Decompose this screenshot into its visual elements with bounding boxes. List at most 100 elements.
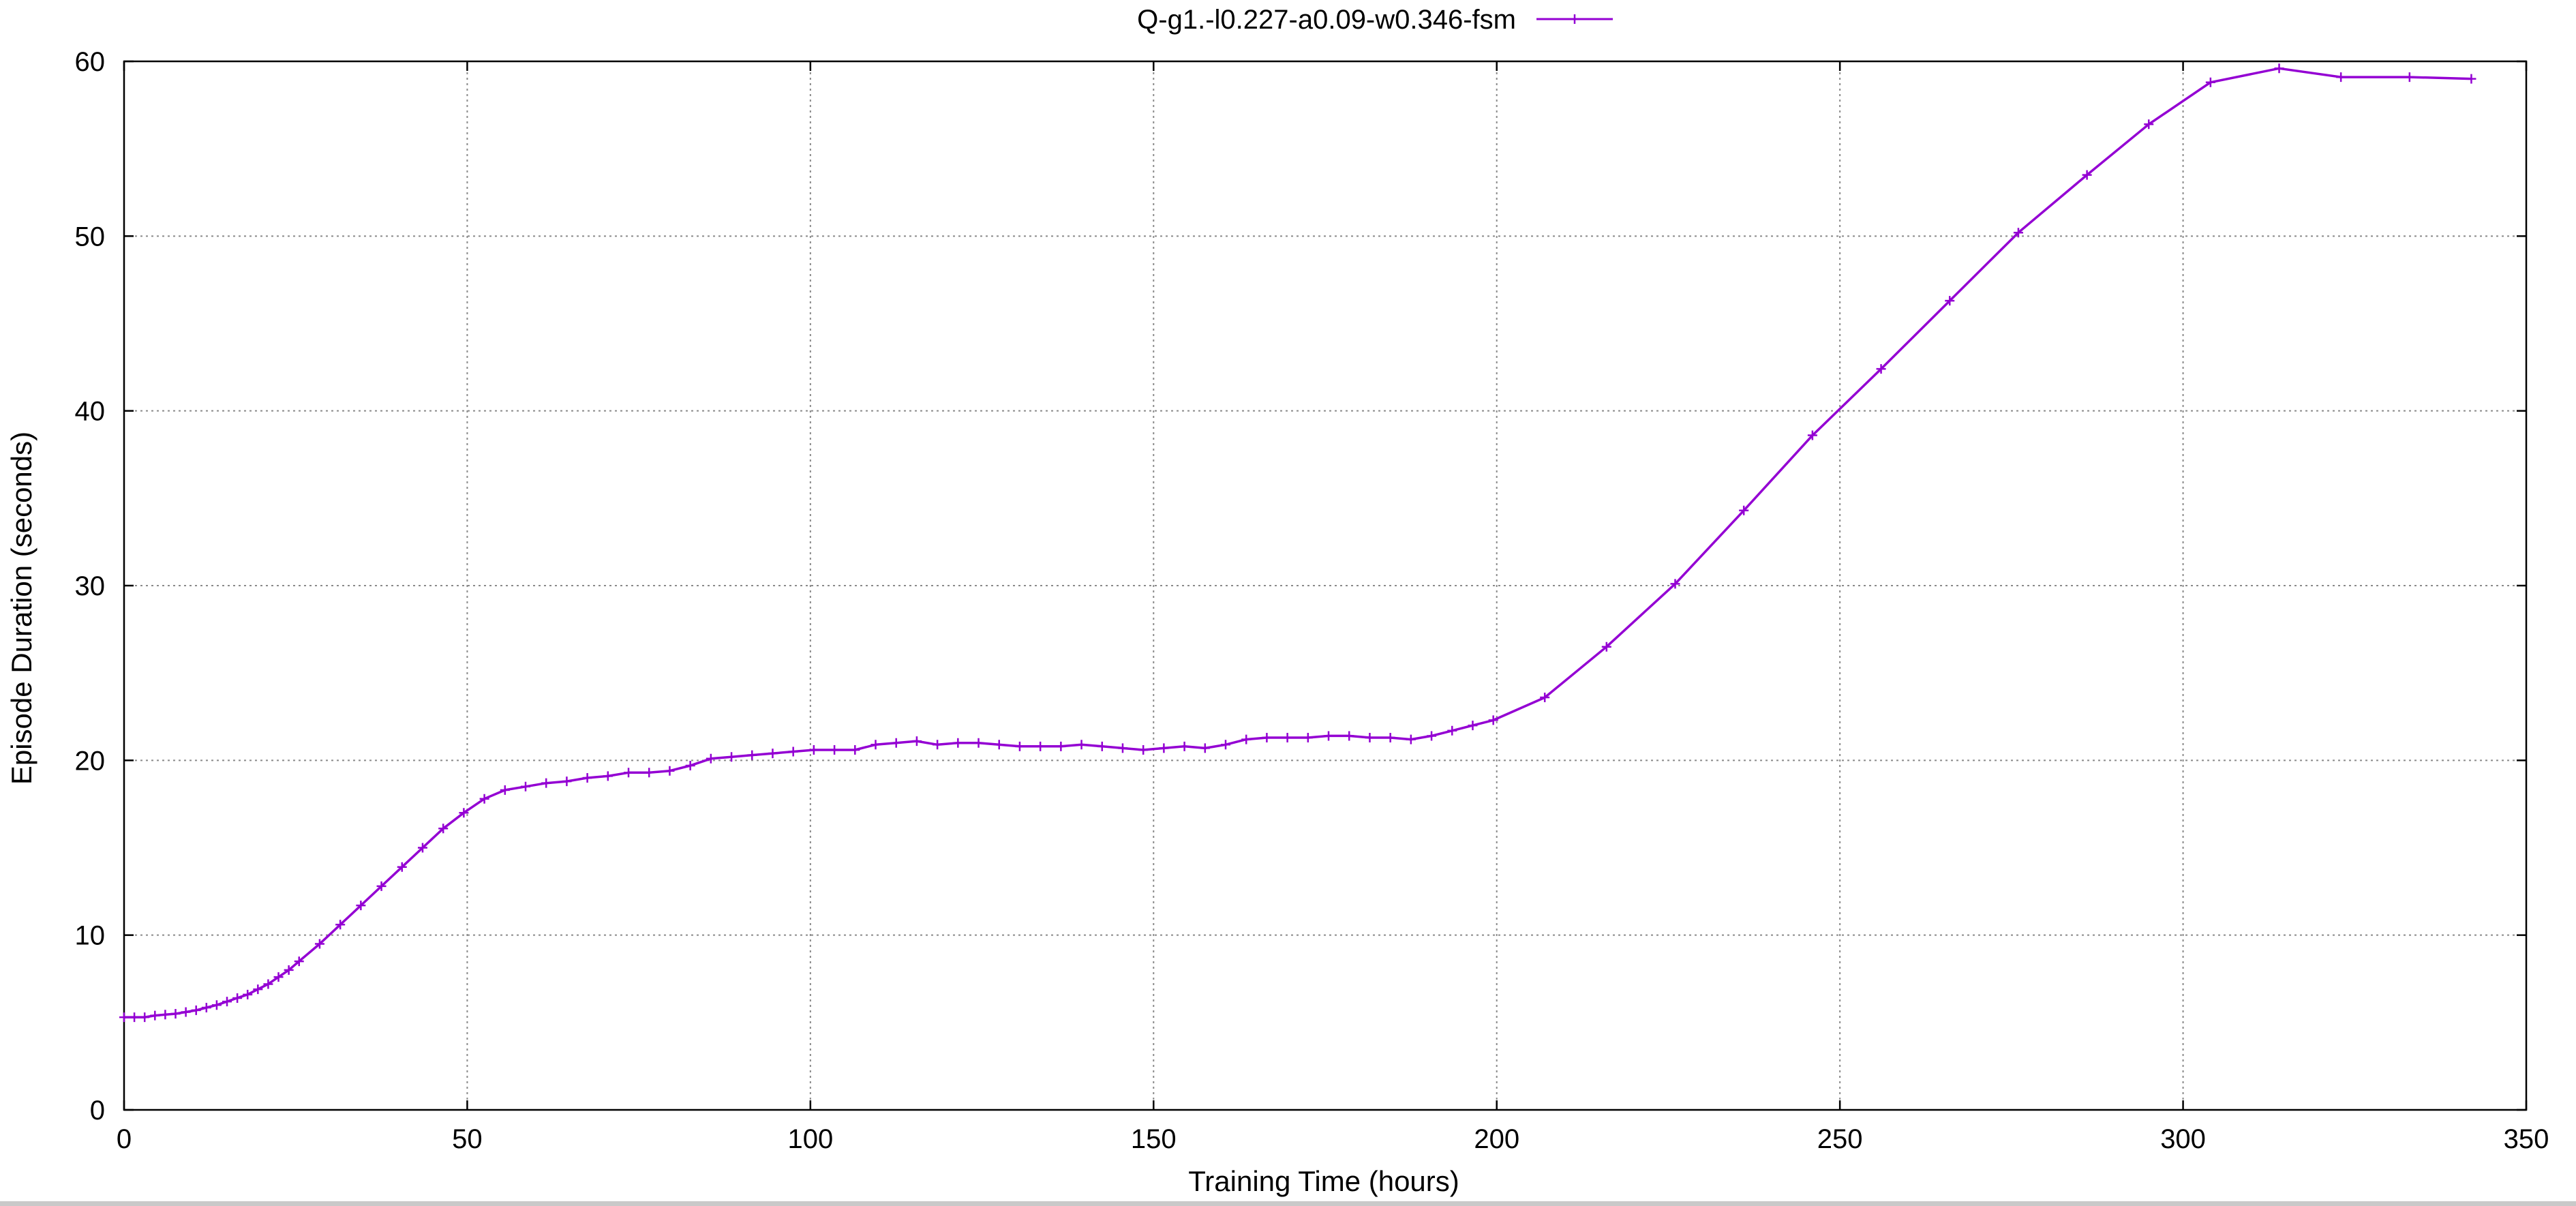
data-point xyxy=(1945,296,1955,306)
data-point xyxy=(2274,63,2284,74)
y-tick-label: 10 xyxy=(75,921,106,951)
data-point xyxy=(232,993,243,1003)
data-point xyxy=(479,794,489,804)
x-tick-label: 300 xyxy=(2160,1124,2206,1154)
data-point xyxy=(2205,77,2215,87)
data-point xyxy=(953,738,963,748)
data-point xyxy=(830,744,840,755)
data-point xyxy=(211,1000,222,1010)
data-point xyxy=(1406,734,1416,744)
data-point xyxy=(1344,731,1354,741)
data-point xyxy=(130,1012,140,1023)
x-axis-title: Training Time (hours) xyxy=(1188,1165,1459,1197)
data-point xyxy=(1303,733,1313,743)
data-point xyxy=(2336,72,2346,82)
data-point xyxy=(933,740,943,750)
data-point xyxy=(243,989,253,999)
data-point xyxy=(685,761,695,771)
data-point xyxy=(397,862,407,872)
data-point xyxy=(1035,741,1046,751)
data-point xyxy=(1427,731,1437,741)
data-point xyxy=(1076,740,1087,750)
data-point xyxy=(706,753,716,764)
data-point xyxy=(273,972,284,982)
data-point xyxy=(2144,119,2154,130)
data-point xyxy=(459,808,469,818)
data-point xyxy=(2013,228,2023,238)
data-point xyxy=(2404,72,2414,82)
data-point xyxy=(417,843,427,853)
data-point xyxy=(2082,170,2092,180)
data-point xyxy=(603,771,613,781)
data-point xyxy=(500,785,510,795)
tick-labels: 0 50 100 150 200 250 300 350 0 10 20 30 40 50 60 xyxy=(75,47,2549,1154)
x-tick-label: 350 xyxy=(2504,1124,2549,1154)
data-point xyxy=(356,901,366,911)
data-point xyxy=(911,736,922,747)
grid-lines xyxy=(124,61,2526,1110)
data-point xyxy=(870,740,881,750)
data-point xyxy=(314,939,324,949)
data-point xyxy=(727,752,737,762)
data-point xyxy=(1138,744,1149,755)
data-point xyxy=(850,744,860,755)
x-tick-label: 250 xyxy=(1817,1124,1863,1154)
data-point xyxy=(1282,733,1292,743)
y-axis-title: Episode Duration (seconds) xyxy=(5,432,37,785)
data-point xyxy=(747,750,757,760)
data-point xyxy=(644,768,654,778)
data-point xyxy=(1159,743,1169,753)
data-point xyxy=(1739,505,1749,515)
data-point xyxy=(1241,734,1252,744)
series-group xyxy=(119,63,2476,1023)
data-point xyxy=(201,1003,211,1013)
x-tick-label: 200 xyxy=(1474,1124,1519,1154)
data-point xyxy=(541,778,551,788)
y-tick-label: 60 xyxy=(75,47,106,77)
y-tick-label: 0 xyxy=(90,1096,105,1126)
data-point xyxy=(2466,74,2476,84)
data-point xyxy=(1014,741,1025,751)
data-point xyxy=(1876,364,1886,374)
data-point xyxy=(624,768,634,778)
data-point xyxy=(1601,642,1611,652)
data-point xyxy=(170,1009,181,1019)
y-tick-label: 30 xyxy=(75,571,106,601)
data-point xyxy=(973,738,984,748)
data-point xyxy=(222,997,232,1007)
series-layer xyxy=(119,63,2476,1023)
data-point xyxy=(191,1005,201,1015)
data-point xyxy=(1468,721,1478,731)
data-point xyxy=(150,1010,160,1021)
axis-ticks xyxy=(123,60,2528,1111)
data-point xyxy=(521,781,531,792)
data-point xyxy=(253,984,263,995)
data-point xyxy=(1117,743,1127,753)
y-tick-label: 20 xyxy=(75,746,106,776)
data-point xyxy=(1447,725,1457,736)
data-point xyxy=(1324,731,1334,741)
data-point xyxy=(1179,741,1189,751)
legend-marker xyxy=(1570,14,1579,24)
data-point xyxy=(376,881,387,891)
data-point xyxy=(1807,430,1817,440)
x-tick-label: 50 xyxy=(452,1124,483,1154)
data-point xyxy=(891,738,901,748)
data-point xyxy=(788,747,798,757)
window-bottom-edge xyxy=(0,1201,2576,1206)
data-point xyxy=(1385,733,1395,743)
data-point xyxy=(181,1007,191,1017)
data-point xyxy=(1540,693,1550,703)
x-tick-label: 100 xyxy=(787,1124,833,1154)
data-point xyxy=(160,1010,170,1020)
data-point xyxy=(1262,733,1272,743)
data-point xyxy=(994,740,1004,750)
data-point xyxy=(1221,740,1231,750)
data-point xyxy=(665,766,675,776)
data-point xyxy=(284,965,294,975)
data-point xyxy=(768,749,778,759)
data-point xyxy=(1056,741,1066,751)
x-tick-label: 0 xyxy=(117,1124,132,1154)
